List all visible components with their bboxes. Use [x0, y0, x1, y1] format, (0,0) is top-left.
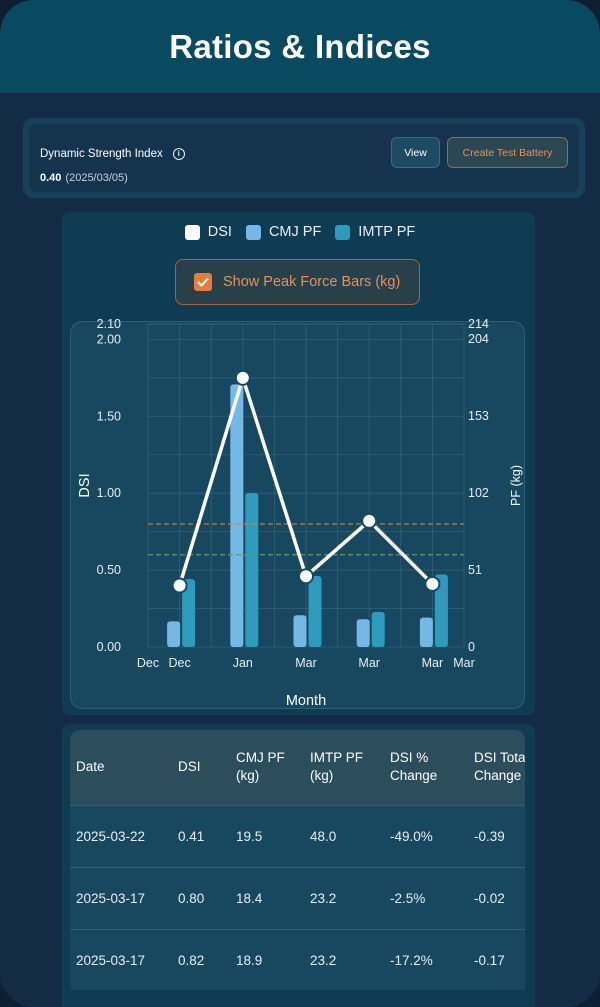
- dsi-date: (2025/03/05): [65, 172, 128, 184]
- y-tick-label: 1.00: [97, 486, 121, 500]
- col-cmj-pf[interactable]: CMJ PF (kg): [230, 730, 304, 805]
- x-tick-label: Mar: [295, 656, 317, 670]
- bar-imtp-pf: [308, 576, 322, 647]
- cell-dsi: 0.41: [178, 828, 205, 844]
- x-tick-label: Mar: [453, 656, 475, 670]
- dsi-point: [361, 512, 378, 529]
- cell-date: 2025-03-17: [76, 952, 146, 968]
- dsi-summary-card: Dynamic Strength Index i 0.40 (2025/03/05…: [23, 118, 585, 198]
- y2-tick-label: 0: [468, 640, 475, 654]
- table-row[interactable]: 2025-03-22 0.41 19.5 48.0 -49.0% -0.39: [70, 805, 525, 867]
- cell-dsi-total-change: -0.02: [474, 890, 505, 906]
- x-tick-label: Jan: [233, 656, 253, 670]
- page-title: Ratios & Indices: [169, 27, 431, 65]
- table-panel: [62, 724, 535, 1007]
- y-tick-label: 2.00: [97, 332, 121, 346]
- cell-dsi-pct-change: -49.0%: [390, 828, 433, 844]
- y-tick-label: 0.00: [97, 640, 121, 654]
- col-imtp-pf[interactable]: IMTP PF (kg): [304, 730, 384, 805]
- cell-cmj-pf: 18.4: [236, 890, 263, 906]
- col-cmj-pf-label: CMJ PF (kg): [236, 750, 285, 784]
- bar-cmj-pf: [356, 619, 370, 647]
- cell-date: 2025-03-17: [76, 890, 146, 906]
- legend-swatch-imtp: [335, 224, 351, 240]
- results-table: Date DSI CMJ PF (kg) IMTP PF (kg) DSI % …: [70, 730, 525, 990]
- bar-imtp-pf: [245, 493, 259, 647]
- cell-imtp-pf: 48.0: [310, 828, 337, 844]
- dsi-latest-value: 0.40 (2025/03/05): [40, 172, 128, 184]
- x-axis-title: Month: [286, 693, 326, 709]
- table-row[interactable]: 2025-03-17 0.80 18.4 23.2 -2.5% -0.02: [70, 867, 525, 929]
- cell-cmj-pf: 18.9: [236, 952, 263, 968]
- dsi-value: 0.40: [40, 172, 62, 184]
- legend-label-imtp: IMTP PF: [358, 224, 416, 240]
- table-header-row: Date DSI CMJ PF (kg) IMTP PF (kg) DSI % …: [70, 730, 525, 805]
- results-table-wrapper[interactable]: Date DSI CMJ PF (kg) IMTP PF (kg) DSI % …: [70, 730, 525, 990]
- col-dsi-total-change[interactable]: DSI Total Change: [468, 730, 525, 805]
- table-row[interactable]: 2025-03-17 0.82 18.9 23.2 -17.2% -0.17: [70, 929, 525, 990]
- y2-tick-label: 51: [468, 563, 482, 577]
- bar-imtp-pf: [371, 611, 385, 647]
- cell-dsi-pct-change: -17.2%: [390, 952, 433, 968]
- legend-label-cmj: CMJ PF: [268, 224, 322, 240]
- cell-dsi-total-change: -0.39: [474, 828, 505, 844]
- view-button[interactable]: View: [391, 137, 440, 168]
- cell-dsi-total-change: -0.17: [474, 952, 505, 968]
- show-peak-force-toggle[interactable]: Show Peak Force Bars (kg): [175, 259, 420, 305]
- create-test-battery-button[interactable]: Create Test Battery: [447, 137, 568, 168]
- y2-axis-title: PF (kg): [509, 465, 523, 506]
- legend-label-dsi: DSI: [207, 224, 232, 240]
- x-tick-label: Mar: [358, 656, 380, 670]
- legend-item-dsi[interactable]: DSI: [184, 224, 232, 240]
- dsi-title: Dynamic Strength Index i: [40, 148, 185, 160]
- legend-item-cmj[interactable]: CMJ PF: [245, 224, 322, 240]
- dsi-point: [298, 568, 314, 585]
- checkbox-checked-icon[interactable]: [194, 273, 212, 291]
- cell-dsi-pct-change: -2.5%: [390, 890, 426, 906]
- col-dsi-pct-change-label: DSI % Change: [390, 750, 438, 784]
- bar-imtp-pf: [182, 579, 196, 647]
- y-tick-label: 2.10: [97, 317, 121, 331]
- dsi-point: [234, 369, 251, 386]
- y2-tick-label: 102: [468, 486, 489, 500]
- col-date[interactable]: Date: [76, 759, 105, 775]
- legend-item-imtp[interactable]: IMTP PF: [335, 224, 415, 240]
- cell-date: 2025-03-22: [76, 828, 146, 844]
- bar-cmj-pf: [167, 621, 181, 647]
- chart-legend: DSI CMJ PF IMTP PF: [0, 224, 600, 240]
- x-tick-label: Dec: [137, 656, 159, 670]
- cell-dsi: 0.82: [178, 952, 205, 968]
- col-imtp-pf-label: IMTP PF (kg): [310, 750, 364, 784]
- cell-imtp-pf: 23.2: [310, 890, 337, 906]
- y-tick-label: 1.50: [97, 409, 121, 423]
- y-tick-label: 0.50: [97, 563, 121, 577]
- legend-swatch-dsi: [184, 224, 200, 240]
- bar-cmj-pf: [293, 615, 307, 647]
- bar-cmj-pf: [419, 617, 433, 647]
- dsi-summary-inner: Dynamic Strength Index i 0.40 (2025/03/05…: [29, 124, 579, 192]
- y2-tick-label: 204: [468, 332, 489, 346]
- dsi-title-label: Dynamic Strength Index: [40, 148, 163, 160]
- bar-imtp-pf: [434, 574, 448, 647]
- col-dsi-pct-change[interactable]: DSI % Change: [384, 730, 468, 805]
- bar-cmj-pf: [230, 384, 244, 647]
- cell-cmj-pf: 19.5: [236, 828, 263, 844]
- y2-tick-label: 153: [468, 409, 489, 423]
- dsi-point: [424, 575, 441, 592]
- legend-swatch-cmj: [245, 224, 261, 240]
- y-axis-title: DSI: [77, 473, 93, 497]
- x-tick-label: Mar: [422, 656, 444, 670]
- info-icon[interactable]: i: [172, 148, 185, 160]
- cell-dsi: 0.80: [178, 890, 205, 906]
- col-dsi[interactable]: DSI: [178, 759, 201, 775]
- dsi-point: [171, 577, 188, 594]
- toggle-label: Show Peak Force Bars (kg): [223, 274, 401, 290]
- y2-tick-label: 214: [468, 317, 489, 331]
- page-header: Ratios & Indices: [0, 0, 600, 93]
- x-tick-label: Dec: [168, 656, 190, 670]
- col-dsi-total-change-label: DSI Total Change: [474, 750, 525, 784]
- cell-imtp-pf: 23.2: [310, 952, 337, 968]
